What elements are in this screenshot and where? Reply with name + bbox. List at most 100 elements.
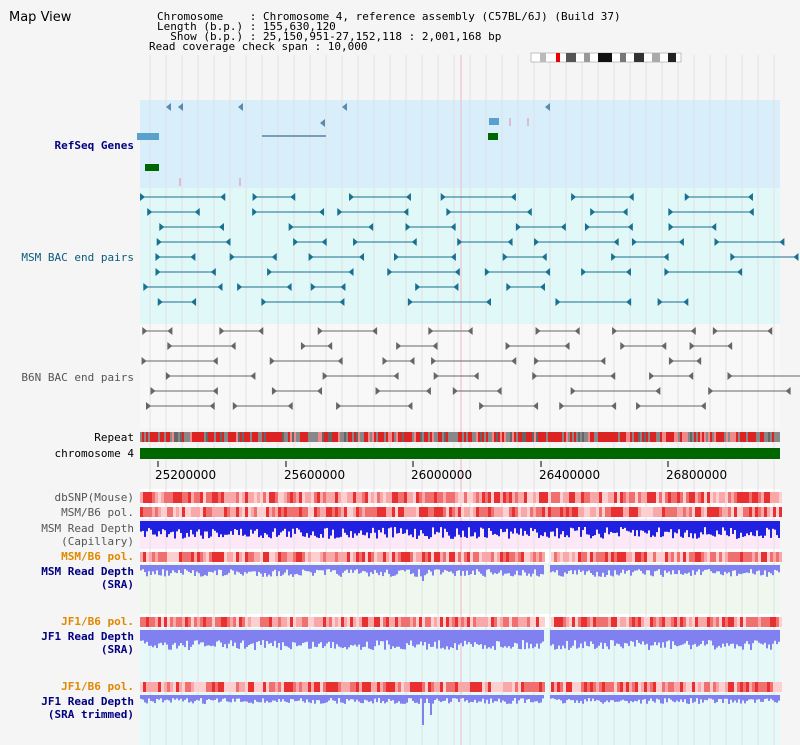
read-depth-bar (322, 695, 324, 704)
bac-end-marker (229, 253, 235, 261)
read-depth-bar (584, 565, 586, 575)
repeat-segment (206, 432, 208, 442)
read-depth-bar (622, 695, 624, 700)
read-depth-bar (176, 521, 178, 532)
read-depth-bar (750, 521, 752, 533)
read-depth-bar (430, 630, 432, 647)
gene-feature (145, 164, 159, 171)
read-depth-bar (502, 630, 504, 648)
read-depth-bar (664, 521, 666, 532)
polymorphism-cell (272, 682, 275, 692)
read-depth-bar (178, 521, 180, 530)
polymorphism-cell (620, 492, 623, 503)
polymorphism-cell (176, 682, 179, 692)
read-depth-bar (274, 565, 276, 570)
polymorphism-cell (647, 617, 650, 627)
read-depth-bar (290, 695, 292, 700)
read-depth-bar (174, 565, 176, 573)
bac-end-marker (293, 238, 299, 246)
read-depth-bar (752, 695, 754, 700)
polymorphism-cell (395, 682, 398, 692)
polymorphism-cell (206, 682, 209, 692)
polymorphism-cell (521, 617, 524, 627)
polymorphism-cell (236, 552, 239, 562)
repeat-segment (256, 432, 258, 442)
polymorphism-cell (149, 552, 152, 562)
polymorphism-cell (707, 552, 710, 562)
polymorphism-cell (263, 492, 266, 503)
polymorphism-cell (515, 492, 518, 503)
polymorphism-cell (680, 682, 683, 692)
polymorphism-cell (167, 682, 170, 692)
read-depth-bar (446, 630, 448, 647)
read-depth-bar (182, 521, 184, 539)
read-depth-bar (596, 695, 598, 700)
read-depth-bar (378, 521, 380, 530)
polymorphism-cell (170, 492, 173, 503)
read-depth-bar (608, 630, 610, 650)
repeat-segment (474, 432, 476, 442)
polymorphism-cell (704, 682, 707, 692)
polymorphism-cell (362, 492, 365, 503)
read-depth-bar (310, 521, 312, 536)
read-depth-bar (698, 521, 700, 538)
bac-end-marker (600, 357, 606, 365)
read-depth-bar (666, 521, 668, 532)
repeat-segment (326, 432, 328, 442)
read-depth-bar (686, 521, 688, 531)
read-depth-bar (590, 695, 592, 702)
read-depth-bar (386, 630, 388, 641)
read-depth-bar (774, 521, 776, 530)
msm-bac-label[interactable]: MSM BAC end pairs (21, 251, 134, 264)
read-depth-bar (290, 630, 292, 650)
bac-end-marker (571, 193, 577, 201)
read-depth-bar (158, 521, 160, 532)
read-depth-bar (666, 630, 668, 642)
repeat-segment (364, 432, 366, 442)
polymorphism-cell (488, 507, 491, 517)
refseq-genes-label[interactable]: RefSeq Genes (54, 139, 134, 152)
read-depth-bar (612, 695, 614, 701)
read-depth-bar (298, 521, 300, 530)
read-depth-bar (164, 695, 166, 701)
polymorphism-cell (605, 507, 608, 517)
polymorphism-cell (596, 552, 599, 562)
polymorphism-cell (203, 617, 206, 627)
jf1-b6-pol-label-1: JF1/B6 pol. (61, 615, 134, 628)
repeat-segment (524, 432, 526, 442)
polymorphism-cell (755, 682, 758, 692)
read-depth-bar (324, 565, 326, 575)
polymorphism-cell (740, 492, 743, 503)
b6n-bac-label[interactable]: B6N BAC end pairs (21, 371, 134, 384)
repeat-segment (580, 432, 582, 442)
read-depth-bar (474, 565, 476, 575)
read-depth-bar (620, 565, 622, 573)
read-depth-bar (196, 521, 198, 532)
read-depth-bar (608, 695, 610, 703)
repeat-segment (770, 432, 772, 442)
polymorphism-cell (743, 552, 746, 562)
polymorphism-cell (596, 617, 599, 627)
read-depth-bar (410, 565, 412, 575)
read-depth-bar (764, 565, 766, 571)
read-depth-bar (360, 565, 362, 573)
bac-end-marker (405, 193, 411, 201)
polymorphism-cell (407, 492, 410, 503)
polymorphism-cell (212, 492, 215, 503)
polymorphism-cell (293, 552, 296, 562)
read-depth-bar (284, 565, 286, 573)
polymorphism-cell (233, 492, 236, 503)
repeat-segment (324, 432, 326, 442)
polymorphism-cell (776, 617, 779, 627)
polymorphism-cell (380, 552, 383, 562)
bac-end-marker (485, 298, 491, 306)
read-depth-bar (456, 695, 458, 699)
polymorphism-cell (299, 492, 302, 503)
polymorphism-cell (635, 617, 638, 627)
read-depth-bar (412, 630, 414, 646)
read-depth-bar (450, 695, 452, 702)
read-depth-bar (444, 565, 446, 570)
polymorphism-cell (167, 507, 170, 517)
bac-end-marker (613, 238, 619, 246)
